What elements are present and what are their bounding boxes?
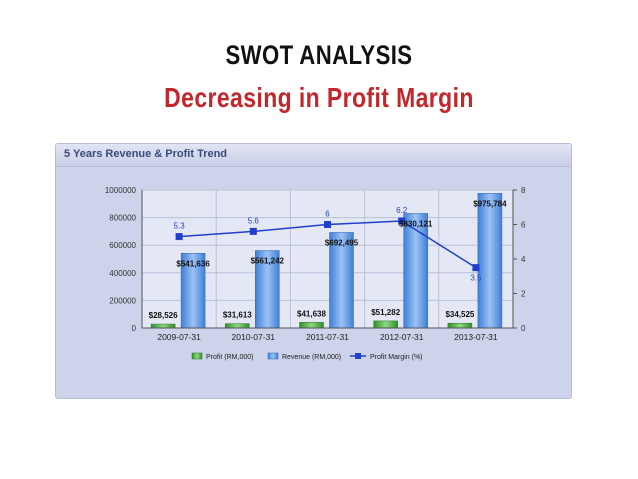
profit-bar	[299, 322, 324, 329]
y2-tick-label: 6	[521, 221, 526, 230]
revenue-data-label: $561,242	[251, 257, 285, 266]
x-tick-label: 2009-07-31	[157, 332, 201, 342]
y-tick-label: 400000	[109, 269, 136, 278]
profit-data-label: $51,282	[371, 308, 400, 317]
y2-tick-label: 4	[521, 255, 526, 264]
revenue-data-label: $975,784	[473, 199, 507, 208]
slide-subtitle: Decreasing in Profit Margin	[164, 82, 474, 113]
revenue-bar	[329, 232, 354, 329]
margin-point	[398, 217, 406, 225]
profit-bar	[447, 322, 473, 329]
revenue-bar	[180, 253, 206, 329]
profit-data-label: $31,613	[223, 311, 252, 320]
profit-data-label: $28,526	[149, 311, 178, 320]
revenue-data-label: $541,636	[176, 259, 210, 268]
panel-header: 5 Years Revenue & Profit Trend	[56, 144, 571, 167]
margin-point	[324, 221, 331, 228]
profit-bar	[150, 323, 176, 329]
y-tick-label: 200000	[109, 296, 136, 305]
legend-profit-swatch	[191, 352, 203, 360]
margin-data-label: 3.5	[470, 274, 482, 283]
legend-profit-label: Profit (RM,000)	[206, 354, 253, 361]
margin-point	[472, 264, 480, 272]
margin-data-label: 5.6	[248, 216, 260, 225]
margin-data-label: 6	[325, 210, 330, 219]
y-tick-label: 0	[132, 324, 137, 333]
margin-point	[249, 227, 257, 235]
x-tick-label: 2012-07-31	[380, 332, 424, 342]
y2-tick-label: 8	[521, 186, 526, 195]
revenue-profit-chart: 0 200000 400000 600000 800000 1000000 0 2 4 6 8 200…	[105, 186, 526, 361]
y2-tick-label: 0	[521, 324, 526, 333]
profit-bar	[225, 323, 250, 329]
x-tick-label: 2011-07-31	[306, 332, 349, 342]
profit-data-label: $34,525	[445, 310, 474, 319]
legend-revenue-swatch	[267, 352, 279, 360]
revenue-data-label: $830,121	[399, 219, 433, 228]
legend-revenue-label: Revenue (RM,000)	[282, 354, 341, 361]
margin-data-label: 6.2	[396, 206, 408, 215]
revenue-bar	[403, 213, 428, 329]
y-tick-label: 600000	[109, 241, 136, 250]
panel-title: 5 Years Revenue & Profit Trend	[64, 148, 228, 160]
margin-point	[175, 233, 183, 241]
y-tick-label: 1000000	[105, 186, 137, 195]
revenue-data-label: $692,495	[325, 238, 359, 247]
slide-title: SWOT ANALYSIS	[225, 40, 413, 70]
revenue-bar	[477, 193, 503, 329]
margin-data-label: 5.3	[174, 222, 186, 231]
revenue-bar	[255, 250, 280, 329]
x-tick-label: 2010-07-31	[232, 332, 276, 342]
x-tick-label: 2013-07-31	[454, 332, 498, 342]
profit-bar	[373, 320, 398, 329]
profit-data-label: $41,638	[297, 309, 326, 318]
y-tick-label: 800000	[109, 214, 136, 223]
legend-margin-marker	[355, 353, 361, 359]
legend-margin-label: Profit Margin (%)	[370, 354, 423, 361]
y2-tick-label: 2	[521, 290, 526, 299]
